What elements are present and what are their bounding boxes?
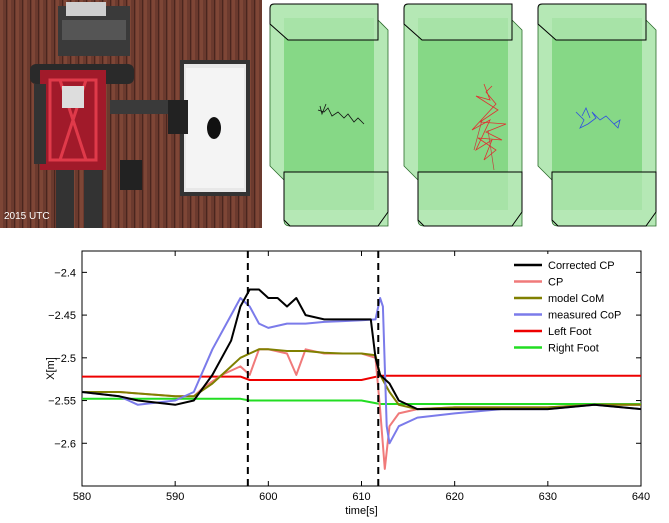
series-line-3 [82,297,641,445]
x-tick-label-5: 630 [539,491,557,503]
y-axis-label: X[m] [45,357,57,380]
x-tick-label-3: 610 [352,491,370,503]
x-tick-label-4: 620 [445,491,463,503]
y-tick-label-3: −2.55 [48,396,76,408]
legend-box [510,254,636,359]
series-line-4 [82,374,641,381]
foot-panel-3 [537,3,657,227]
foot-panel-1 [269,3,389,227]
legend-label-0: Corrected CP [548,260,615,272]
foot-trajectory-panels [266,0,669,232]
legend-label-1: CP [548,277,563,289]
legend-label-3: measured CoP [548,310,621,322]
legend: Corrected CP CP model CoM measured CoP Left … [510,254,636,359]
y-tick-label-4: −2.6 [54,438,76,450]
photo-caption: 2015 UTC [4,211,50,222]
foot-trajectory-illustration [269,3,657,227]
y-tick-label-0: −2.4 [54,267,76,279]
robot-photo-illustration [0,0,262,228]
x-tick-label-1: 590 [166,491,184,503]
legend-label-5: Right Foot [548,343,599,355]
series-line-5 [82,397,641,405]
chart-svg: 580 590 600 610 620 630 640 −2.4 −2.45 −2.5 −2.55 −… [45,250,650,517]
y-tick-label-1: −2.45 [48,310,76,322]
legend-label-4: Left Foot [548,326,591,338]
y-tick-label-2: −2.5 [54,353,76,365]
foot-panel-2 [403,3,523,227]
time-series-chart: 580 590 600 610 620 630 640 −2.4 −2.45 −2.5 −2.55 −… [0,240,669,518]
x-tick-label-2: 600 [259,491,277,503]
x-tick-label-6: 640 [632,491,650,503]
robot-photo: 2015 UTC [0,0,262,228]
series-line-0 [82,288,641,411]
legend-label-2: model CoM [548,293,604,305]
x-tick-label-0: 580 [73,491,91,503]
series-line-2 [82,348,641,411]
x-axis-label: time[s] [345,505,377,517]
